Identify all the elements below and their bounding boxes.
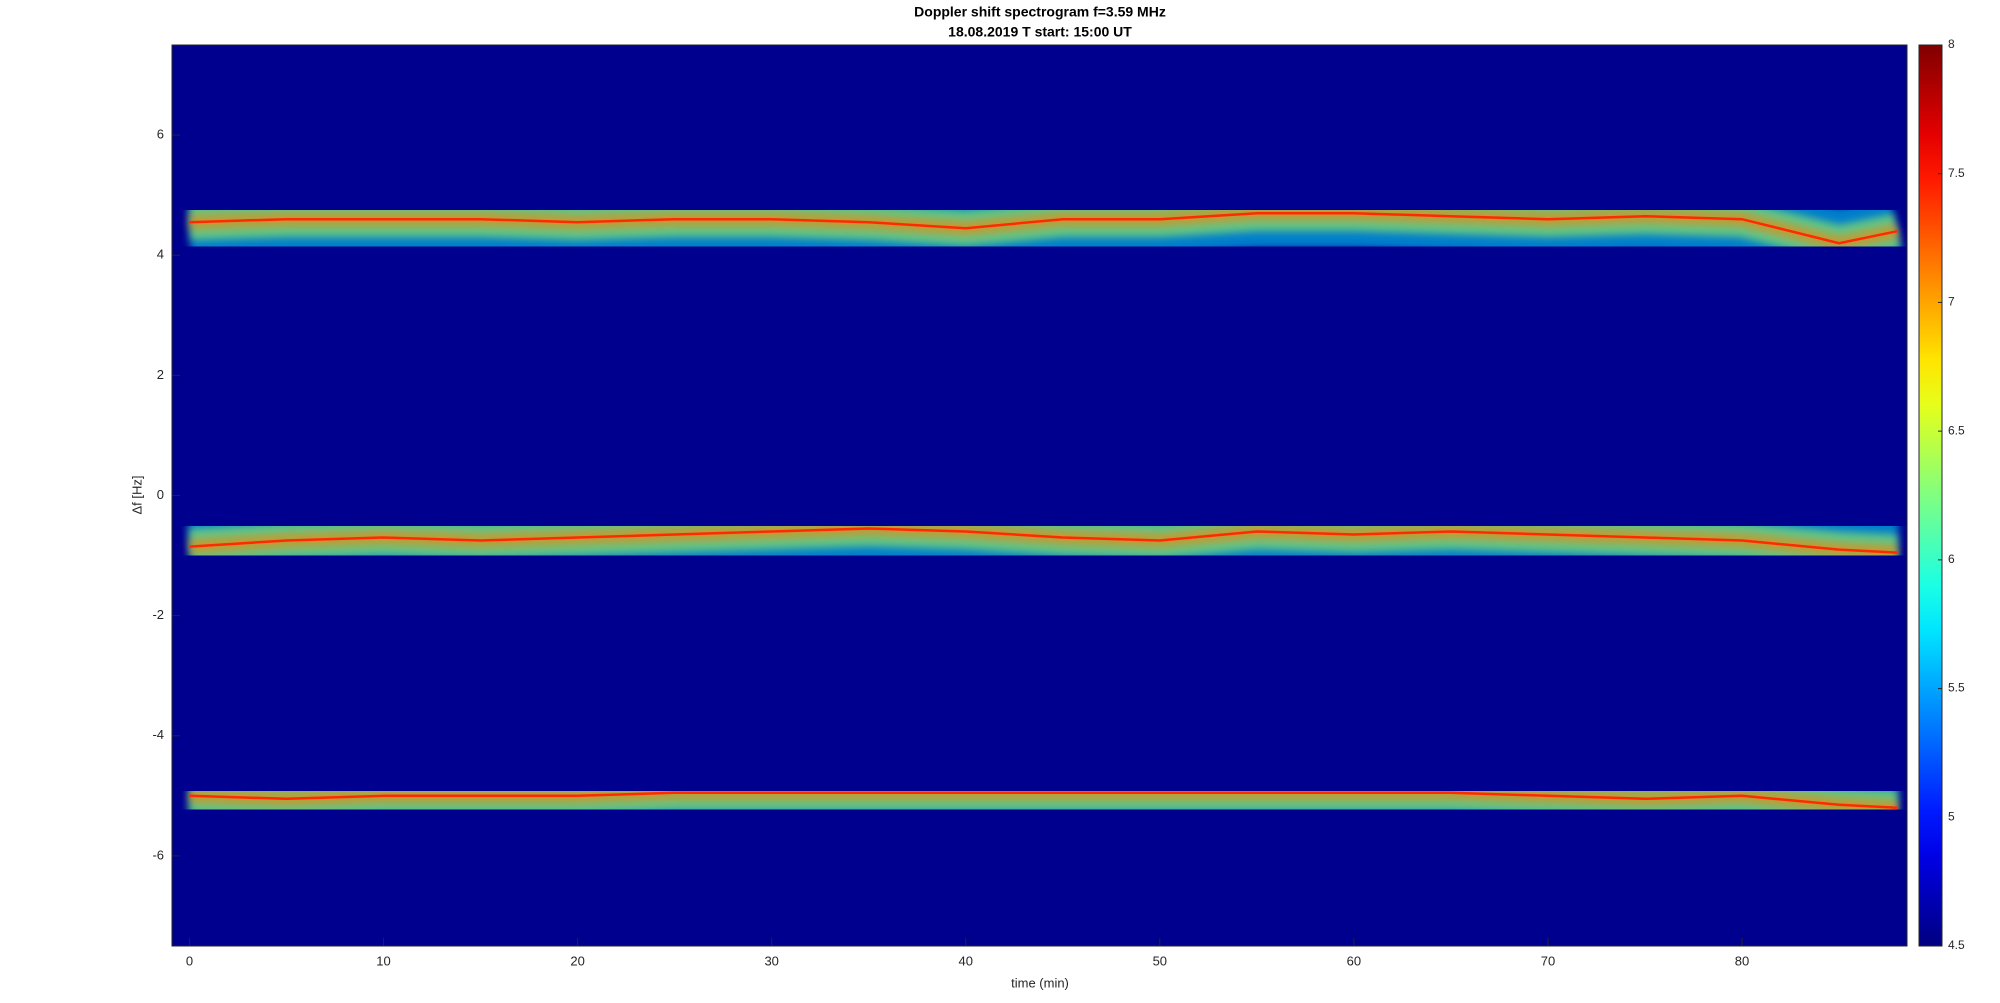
colorbar-tick-label: 6 (1948, 552, 1955, 566)
trace-line (189, 211, 1898, 245)
y-tick-label: -4 (152, 727, 164, 742)
colorbar-tick-label: 8 (1948, 37, 1955, 51)
colorbar-tick-label: 7.5 (1948, 166, 1965, 180)
y-tick-label: -2 (152, 607, 164, 622)
colorbar-tick-label: 7 (1948, 295, 1955, 309)
x-tick-label: 40 (959, 953, 973, 968)
y-tick-label: 6 (157, 127, 164, 142)
y-axis-label: Δf [Hz] (129, 475, 144, 514)
x-tick-label: 10 (376, 953, 390, 968)
y-tick-label: 4 (157, 247, 164, 262)
colorbar-tick-label: 5 (1948, 809, 1955, 823)
chart-title: Doppler shift spectrogram f=3.59 MHz (914, 4, 1166, 20)
y-tick-label: 2 (157, 367, 164, 382)
colorbar (1918, 44, 1943, 947)
x-tick-label: 70 (1541, 953, 1555, 968)
y-tick-label: -6 (152, 847, 164, 862)
x-tick-label: 20 (570, 953, 584, 968)
x-tick-label: 80 (1735, 953, 1749, 968)
x-tick-label: 60 (1347, 953, 1361, 968)
colorbar-tick-label: 4.5 (1948, 938, 1965, 952)
trace-line (189, 527, 1898, 554)
colorbar-tick-label: 5.5 (1948, 681, 1965, 695)
y-tick-label: 0 (157, 487, 164, 502)
plot-content (187, 178, 1905, 843)
chart-subtitle: 18.08.2019 T start: 15:00 UT (948, 24, 1132, 40)
colorbar-tick-label: 6.5 (1948, 423, 1965, 437)
trace-line (189, 791, 1898, 810)
x-tick-label: 50 (1153, 953, 1167, 968)
x-tick-label: 0 (186, 953, 193, 968)
x-axis-label: time (min) (1011, 975, 1069, 990)
x-tick-label: 30 (764, 953, 778, 968)
